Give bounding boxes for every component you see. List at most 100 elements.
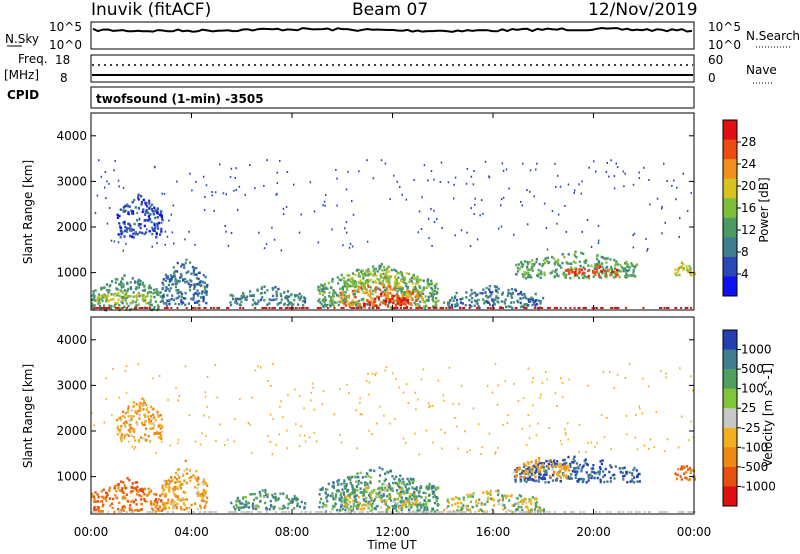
ground-scatter-cell: [166, 511, 169, 513]
range-gate-cell: [519, 292, 522, 295]
range-gate-cell: [320, 497, 323, 501]
range-gate-cell: [347, 278, 350, 282]
range-gate-cell: [196, 300, 199, 303]
range-gate-cell: [364, 287, 367, 291]
scatter-echo: [402, 391, 405, 394]
scatter-echo: [278, 433, 280, 436]
range-gate-cell: [519, 297, 522, 300]
scatter-echo: [368, 381, 371, 384]
range-gate-cell: [185, 481, 188, 485]
range-gate-cell: [204, 275, 207, 279]
range-gate-cell: [138, 494, 141, 497]
scatter-echo: [676, 186, 678, 189]
range-gate-cell: [386, 275, 389, 279]
scatter-echo: [541, 381, 544, 384]
scatter-echo: [104, 171, 107, 174]
range-gate-cell: [242, 292, 245, 295]
range-gate-cell: [528, 500, 531, 504]
range-gate-cell: [175, 282, 178, 286]
range-gate-cell: [366, 504, 369, 507]
range-gate-cell: [338, 508, 341, 512]
range-gate-cell: [399, 504, 402, 508]
range-gate-cell: [144, 298, 147, 302]
range-gate-cell: [336, 508, 339, 512]
range-gate-cell: [489, 493, 492, 496]
range-gate-cell: [371, 508, 374, 511]
range-gate-cell: [534, 503, 538, 507]
range-gate-cell: [392, 294, 395, 298]
range-gate-cell: [139, 488, 142, 491]
range-gate-cell: [382, 301, 385, 305]
range-gate-cell: [414, 498, 417, 501]
range-gate-cell: [172, 282, 175, 286]
scatter-echo: [539, 396, 542, 399]
range-gate-cell: [187, 282, 190, 286]
range-gate-cell: [407, 299, 410, 302]
scatter-echo: [286, 171, 289, 173]
range-gate-cell: [354, 498, 357, 501]
range-gate-cell: [369, 286, 372, 289]
ground-scatter-cell: [559, 307, 562, 309]
ground-scatter-cell: [630, 511, 633, 513]
range-gate-cell: [579, 477, 582, 481]
range-gate-cell: [116, 278, 119, 281]
range-gate-cell: [470, 494, 473, 497]
range-gate-cell: [321, 284, 324, 288]
range-gate-cell: [147, 487, 150, 491]
scatter-echo: [564, 428, 566, 431]
range-gate-cell: [339, 299, 343, 302]
ground-scatter-cell: [660, 511, 663, 513]
range-gate-cell: [534, 465, 537, 469]
scatter-echo: [521, 427, 523, 430]
range-gate-cell: [143, 492, 146, 496]
range-gate-cell: [599, 467, 602, 471]
scatter-echo: [215, 439, 217, 442]
scatter-echo: [279, 405, 281, 408]
range-gate-cell: [148, 202, 151, 205]
scatter-echo: [402, 437, 405, 440]
scatter-echo: [529, 424, 531, 427]
scatter-echo: [188, 414, 191, 416]
range-gate-cell: [317, 285, 320, 289]
ground-scatter-cell: [546, 307, 549, 309]
scatter-echo: [638, 177, 641, 180]
range-gate-cell: [146, 211, 149, 215]
range-gate-cell: [402, 480, 405, 484]
scatter-echo: [270, 385, 272, 387]
range-gate-cell: [395, 505, 398, 508]
range-gate-cell: [189, 279, 192, 282]
ground-scatter-cell: [92, 511, 95, 513]
range-gate-cell: [176, 261, 179, 265]
range-gate-cell: [526, 262, 530, 266]
range-gate-cell: [389, 488, 392, 491]
range-gate-cell: [417, 297, 420, 301]
range-gate-cell: [251, 294, 254, 297]
range-gate-cell: [326, 287, 329, 290]
range-gate-cell: [558, 475, 561, 478]
range-gate-cell: [327, 493, 330, 497]
range-gate-cell: [346, 302, 349, 306]
scatter-echo: [146, 407, 149, 410]
range-gate-cell: [133, 198, 136, 202]
range-gate-cell: [137, 222, 140, 226]
range-gate-cell: [523, 497, 526, 501]
range-gate-cell: [99, 305, 102, 308]
range-gate-cell: [287, 503, 290, 506]
range-gate-cell: [369, 494, 372, 497]
ground-scatter-cell: [627, 511, 630, 513]
range-gate-cell: [431, 507, 434, 510]
range-gate-cell: [253, 301, 256, 304]
range-gate-cell: [245, 298, 248, 301]
range-gate-cell: [369, 278, 373, 282]
range-gate-cell: [118, 214, 121, 218]
range-gate-cell: [254, 302, 257, 306]
range-gate-cell: [455, 298, 459, 302]
range-gate-cell: [351, 491, 354, 495]
range-gate-cell: [355, 269, 358, 272]
range-gate-cell: [408, 290, 411, 293]
range-gate-cell: [683, 472, 686, 475]
range-gate-cell: [384, 303, 387, 306]
range-gate-cell: [380, 300, 383, 304]
range-gate-cell: [481, 509, 484, 513]
range-gate-cell: [388, 482, 391, 486]
